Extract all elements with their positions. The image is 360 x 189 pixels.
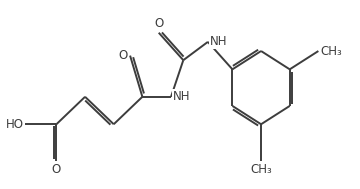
Text: O: O: [52, 163, 61, 176]
Text: NH: NH: [210, 35, 228, 48]
Text: O: O: [154, 17, 163, 30]
Text: NH: NH: [173, 90, 190, 103]
Text: O: O: [119, 49, 128, 62]
Text: CH₃: CH₃: [320, 45, 342, 57]
Text: CH₃: CH₃: [250, 163, 272, 176]
Text: HO: HO: [6, 118, 24, 131]
